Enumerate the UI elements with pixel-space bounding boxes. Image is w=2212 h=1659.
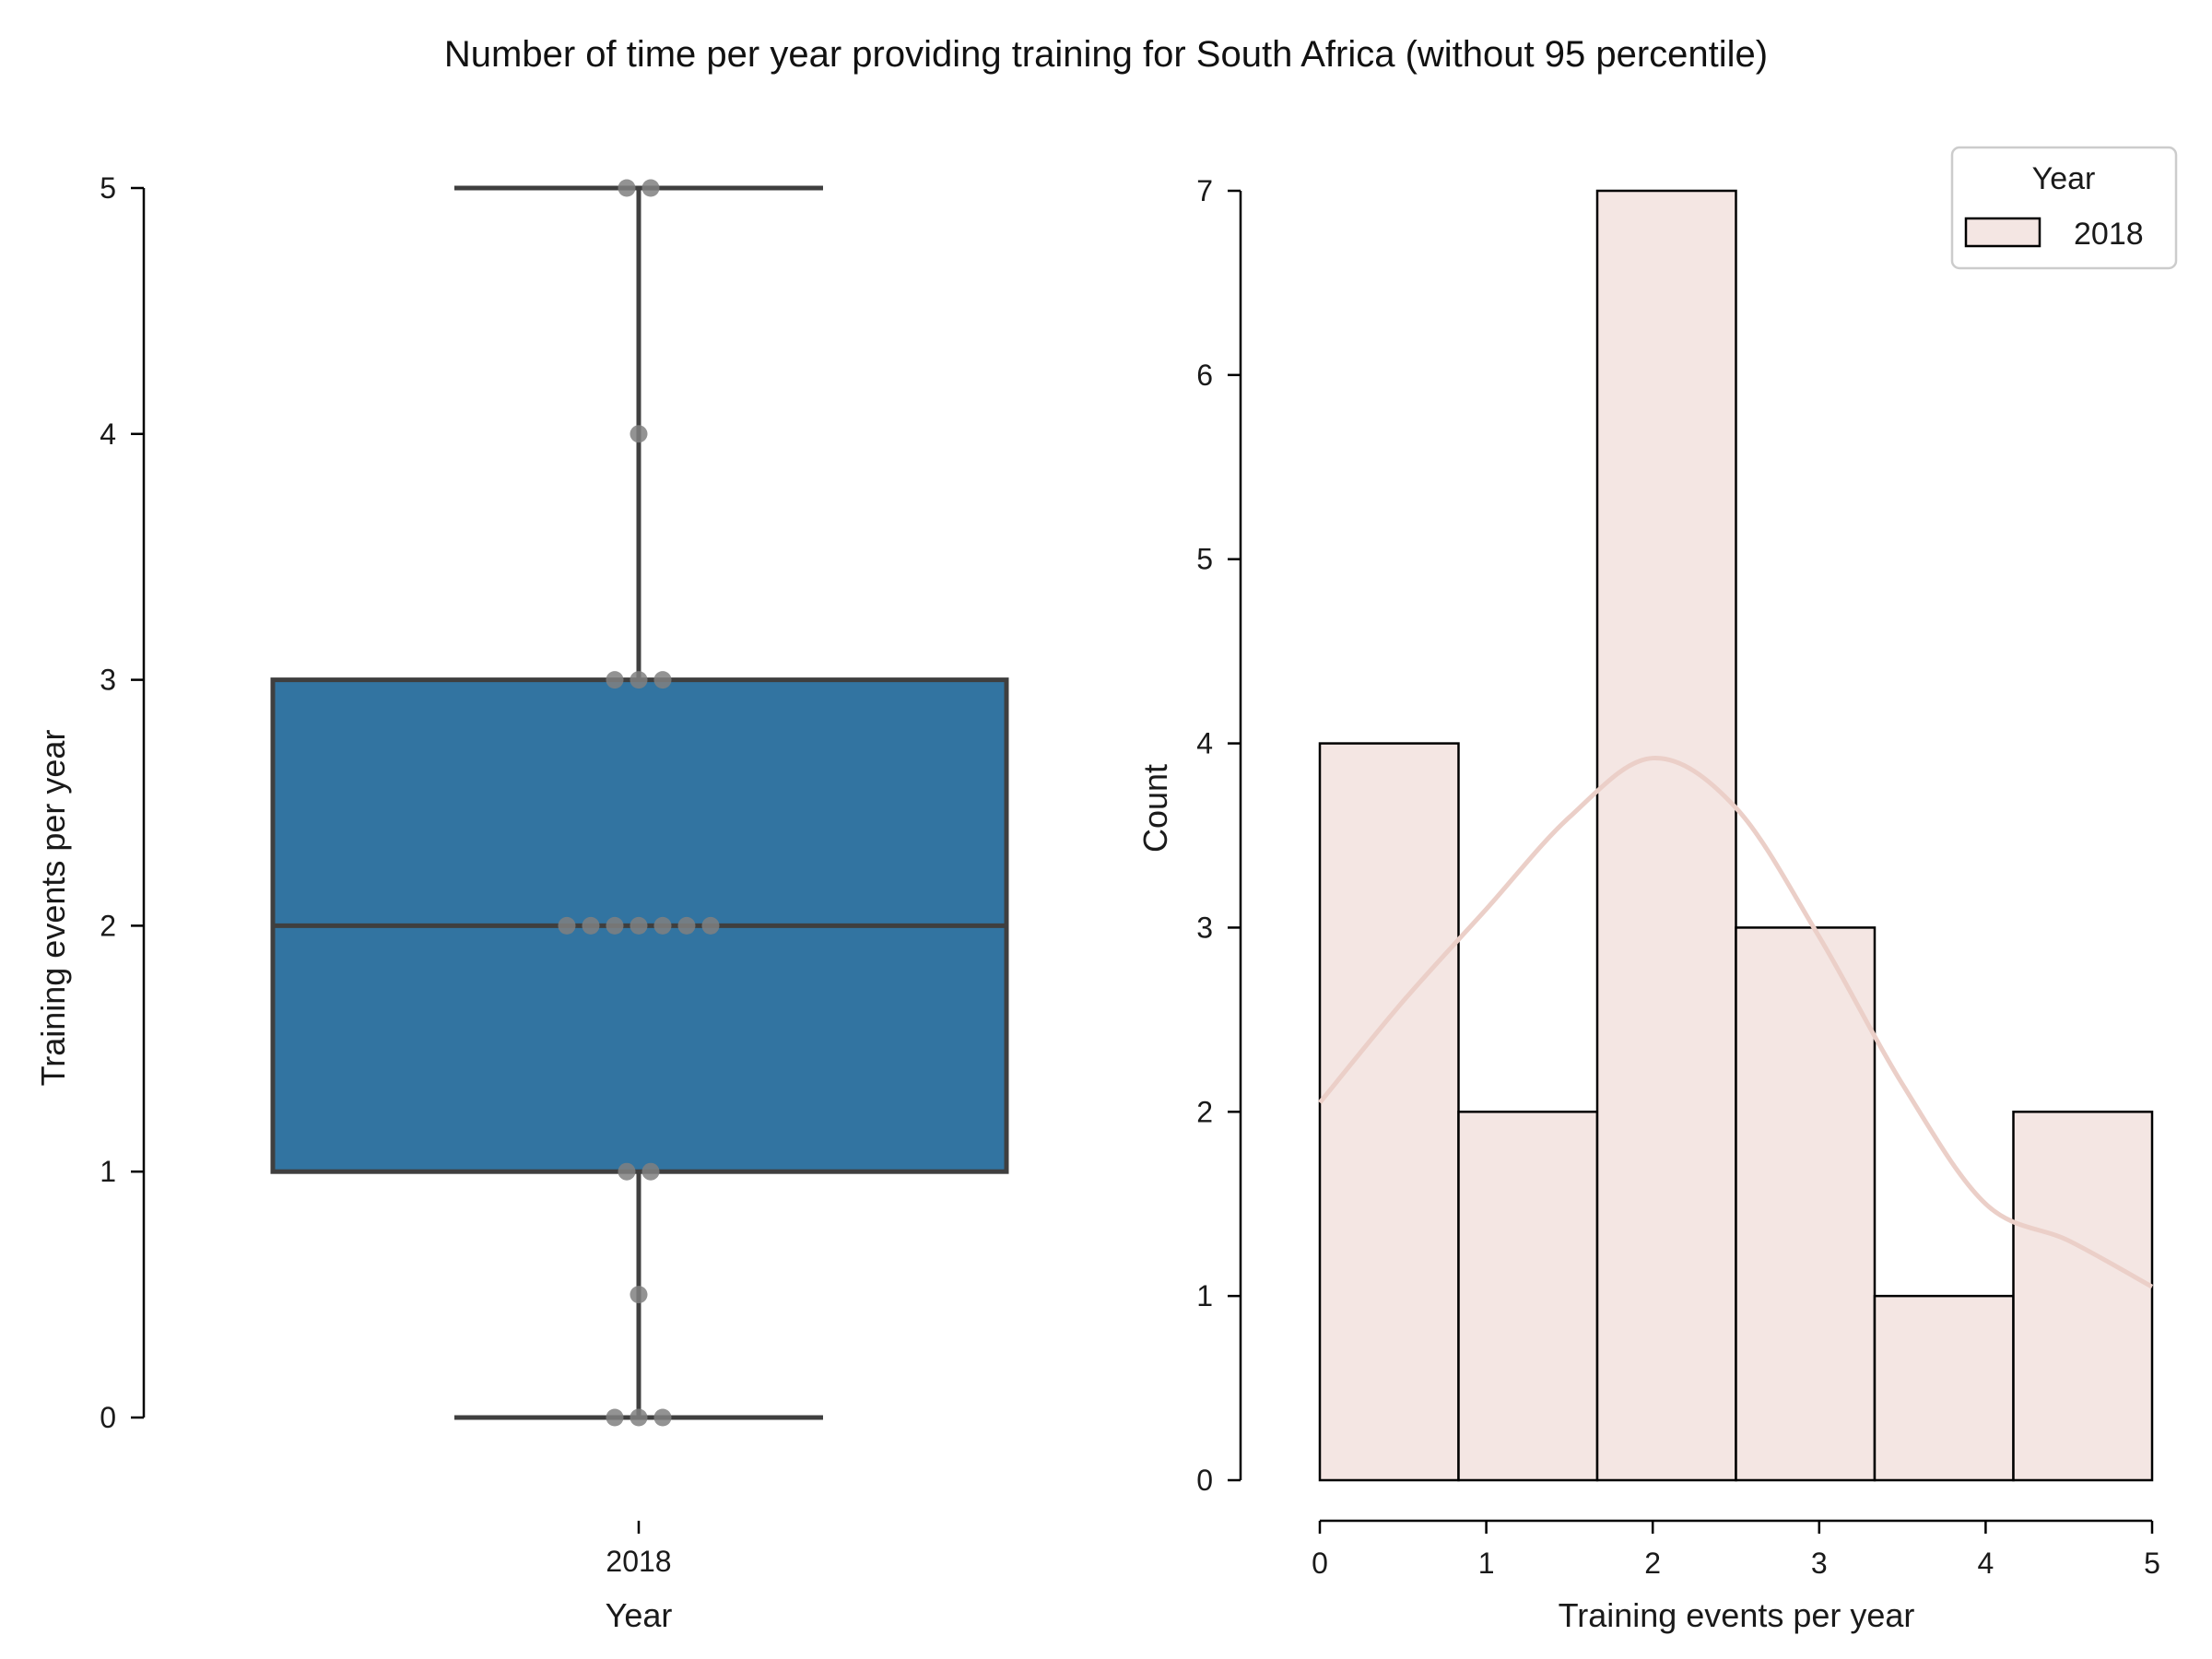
- swarm-point: [629, 1408, 648, 1427]
- swarm-point: [629, 671, 648, 689]
- box-plot-x-tick-label: 2018: [606, 1545, 671, 1578]
- legend-title: Year: [2032, 161, 2096, 196]
- histogram-x-tick-label: 4: [1978, 1547, 1994, 1580]
- histogram-bar: [1318, 742, 1460, 1482]
- histogram-y-tick-label: 1: [1196, 1279, 1213, 1312]
- histogram-x-tick-label: 1: [1478, 1547, 1495, 1580]
- histogram-x-axis-label: Training events per year: [1559, 1596, 1915, 1634]
- histogram-y-tick-label: 2: [1196, 1095, 1213, 1128]
- histogram-y-tick-label: 4: [1196, 727, 1213, 760]
- histogram-axes: 0 1 2 3 4 5 6 7 0 1 2 3 4 5: [1196, 174, 2160, 1580]
- histogram-y-axis-label: Count: [1136, 764, 1174, 853]
- box-plot-marks: [270, 179, 1009, 1427]
- histogram-marks: [1318, 189, 2154, 1482]
- box-plot-x-axis-label: Year: [606, 1596, 673, 1634]
- box-plot-y-tick-label: 3: [100, 664, 116, 697]
- swarm-point: [653, 916, 672, 935]
- swarm-point: [629, 916, 648, 935]
- histogram-x-tick-label: 5: [2144, 1547, 2160, 1580]
- swarm-point: [558, 916, 576, 935]
- histogram-bar: [1595, 189, 1737, 1482]
- chart-title: Number of time per year providing traini…: [444, 34, 1768, 75]
- swarm-point: [653, 671, 672, 689]
- box-plot-y-tick-label: 4: [100, 418, 116, 451]
- box-plot-y-tick-label: 2: [100, 909, 116, 942]
- swarm-point: [701, 916, 720, 935]
- histogram-bar: [1735, 926, 1877, 1482]
- histogram-y-tick-label: 0: [1196, 1464, 1213, 1497]
- swarm-point: [582, 916, 600, 935]
- histogram-x-tick-label: 2: [1644, 1547, 1661, 1580]
- box-plot-y-tick-label: 1: [100, 1155, 116, 1188]
- kde-curve: [1318, 756, 2154, 1289]
- box-plot-axes: 0 1 2 3 4 5 2018: [100, 171, 671, 1578]
- histogram-y-tick-label: 3: [1196, 911, 1213, 944]
- histogram-bar: [1457, 1111, 1599, 1482]
- histogram-legend: Year 2018: [1950, 146, 2178, 270]
- swarm-point: [641, 179, 660, 197]
- swarm-point: [606, 916, 624, 935]
- swarm-point: [641, 1162, 660, 1181]
- box-plot-y-axis-label: Training events per year: [34, 730, 72, 1087]
- box-plot-y-tick-label: 0: [100, 1401, 116, 1434]
- histogram-y-tick-label: 6: [1196, 359, 1213, 392]
- histogram-bar: [1873, 1294, 2015, 1482]
- swarm-point: [606, 1408, 624, 1427]
- histogram-x-tick-label: 0: [1312, 1547, 1328, 1580]
- histogram-y-tick-label: 7: [1196, 174, 1213, 207]
- histogram-y-tick-label: 5: [1196, 543, 1213, 576]
- swarm-point: [618, 1162, 636, 1181]
- histogram-bar: [2012, 1111, 2154, 1482]
- swarm-point: [606, 671, 624, 689]
- swarm-point: [629, 1286, 648, 1304]
- legend-entry-label: 2018: [2074, 217, 2144, 252]
- box-plot-panel: 0 1 2 3 4 5 2018 Year Training events per year: [34, 171, 1009, 1634]
- swarm-point: [629, 425, 648, 443]
- swarm-point: [618, 179, 636, 197]
- legend-swatch-2018: [1964, 217, 2041, 248]
- box-plot-y-tick-label: 5: [100, 171, 116, 205]
- swarm-point: [677, 916, 696, 935]
- swarm-point: [653, 1408, 672, 1427]
- histogram-x-tick-label: 3: [1811, 1547, 1828, 1580]
